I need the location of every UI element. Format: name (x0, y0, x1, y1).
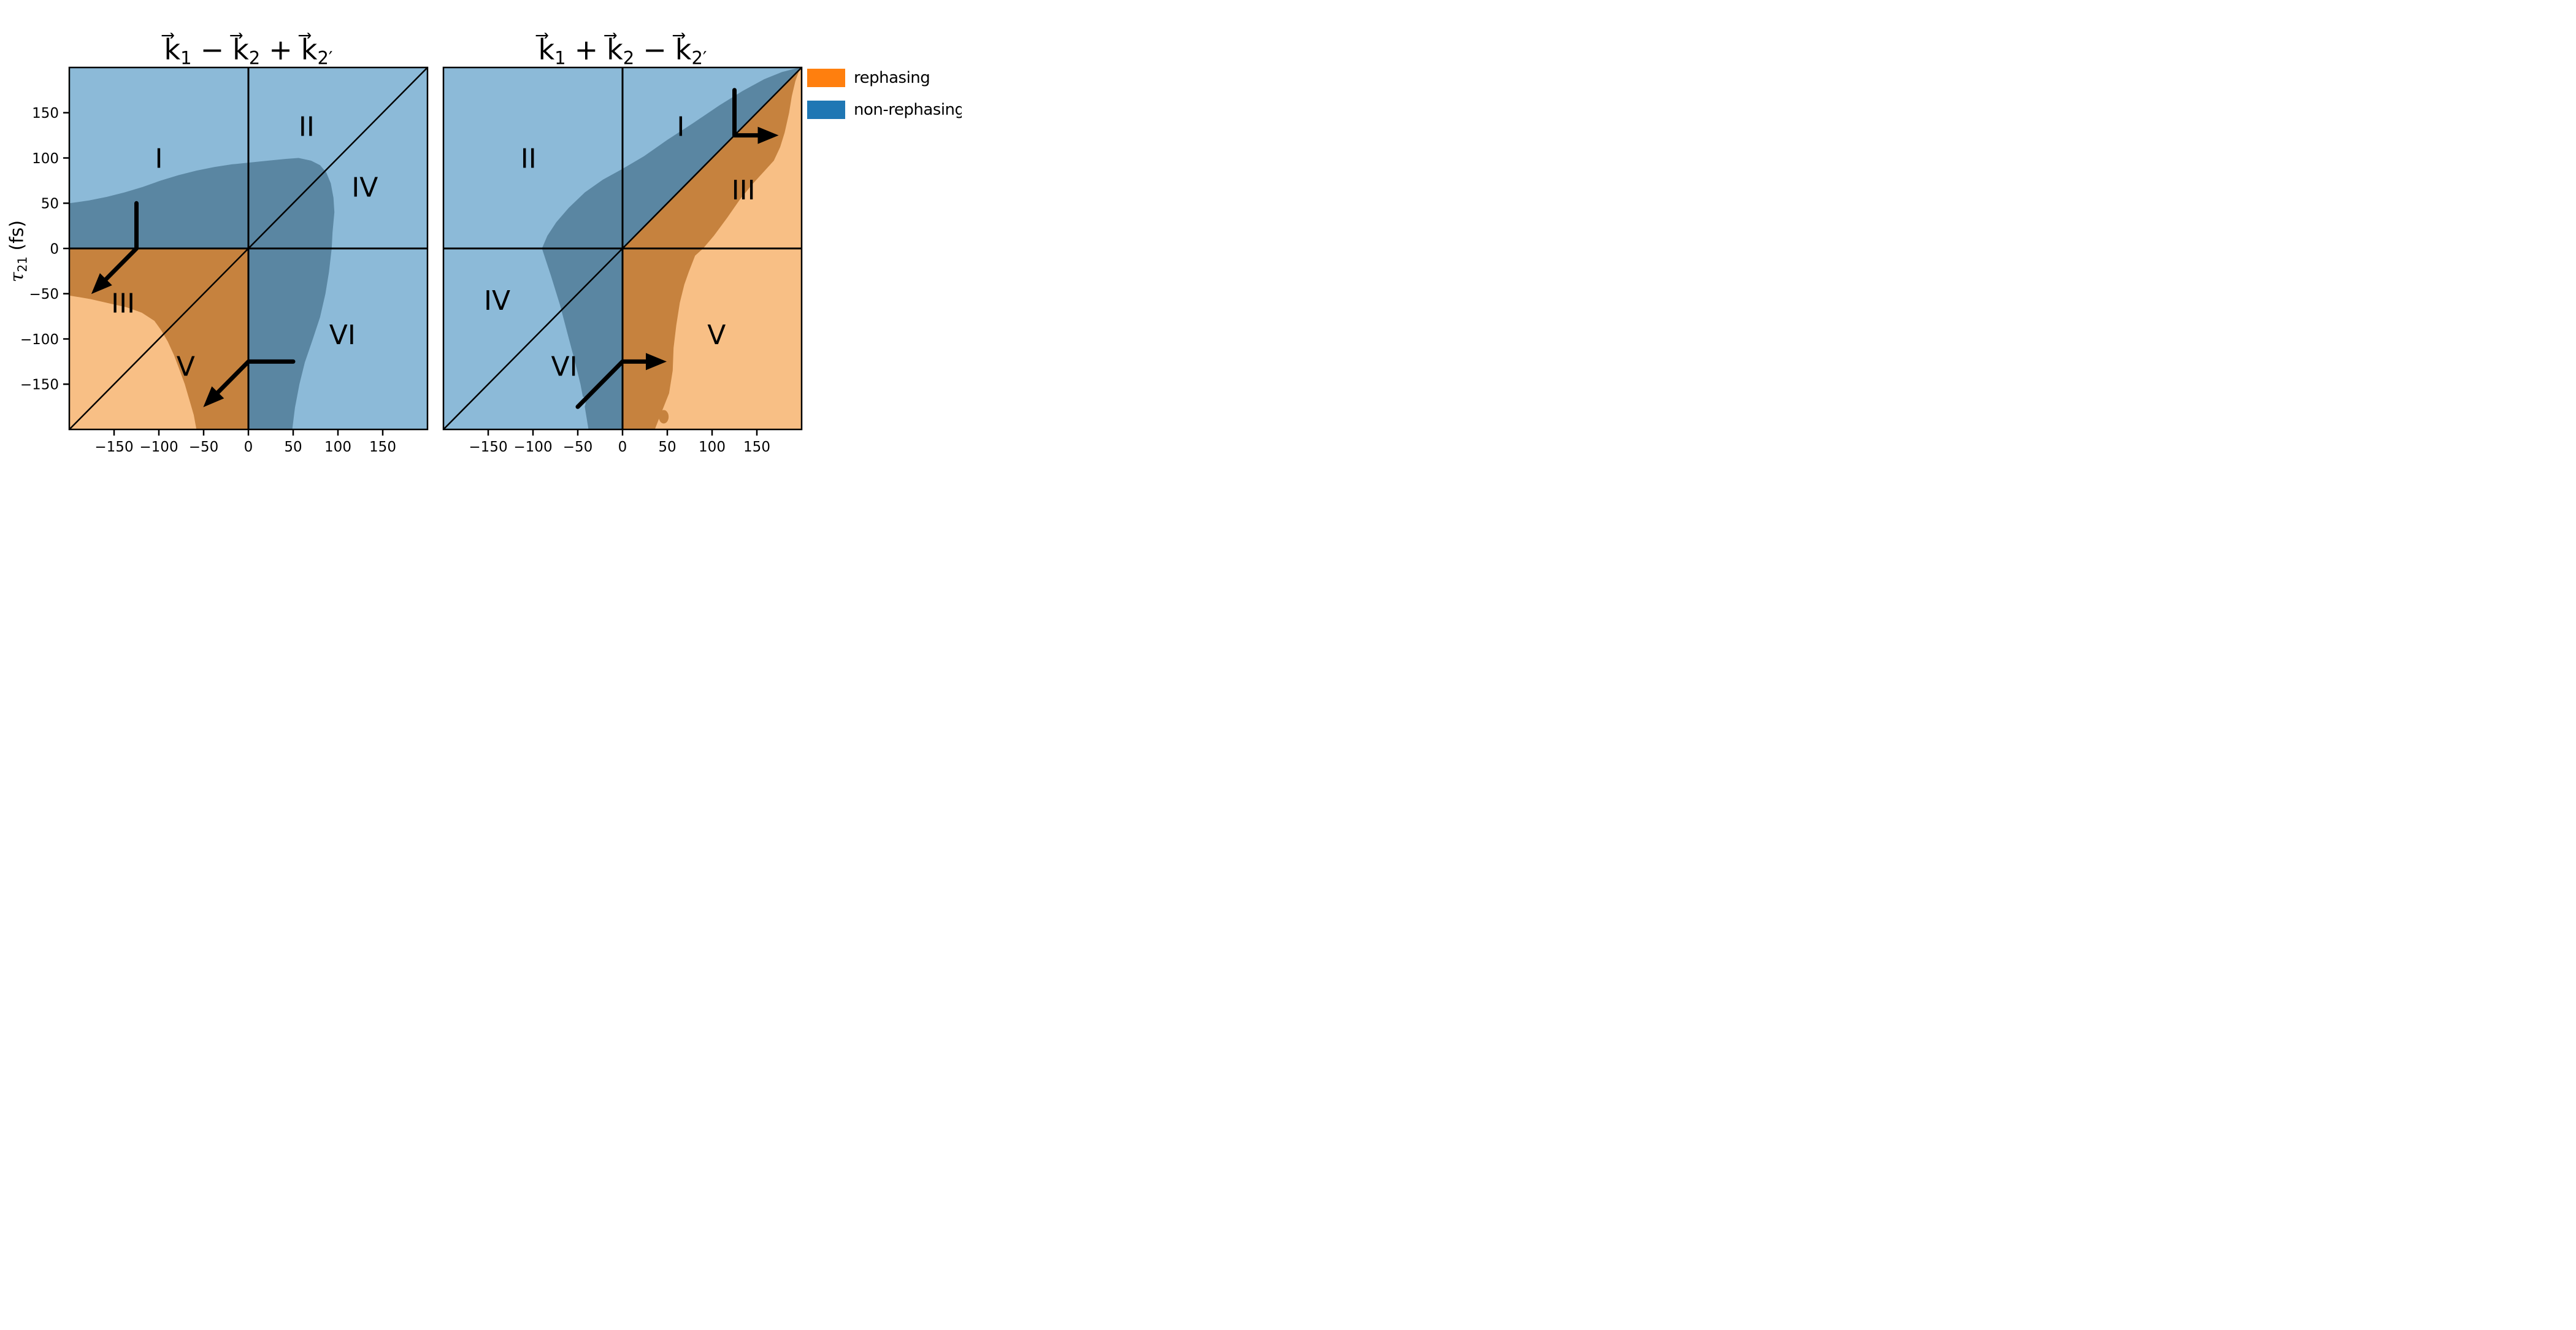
region-pulse-overlap-non-rephasing (542, 67, 802, 429)
k-vector-subscript: 2 (623, 47, 635, 69)
tau-subscript: 21 (15, 256, 30, 272)
plot-right-title: k⃗1 + k⃗2− k⃗2′ (443, 16, 802, 69)
k-vector-subscript: 2 (248, 47, 261, 69)
axis-unit: (fs) (6, 220, 28, 257)
y-tick-label: −100 (20, 332, 59, 348)
legend: rephasing non-rephasing (807, 69, 962, 133)
region-label-III: III (111, 288, 135, 319)
x-tick-label: −150 (94, 439, 133, 455)
k-vector-term: k⃗2′ (675, 33, 707, 69)
x-tick-label: −50 (189, 439, 219, 455)
legend-swatch-non-rephasing (807, 101, 845, 119)
x-tick-label: 150 (369, 439, 396, 455)
pulse-order-arrow-1-head (91, 273, 112, 294)
k-vector-term: k⃗1 (538, 33, 566, 69)
pulse-order-arrow-2-head (646, 353, 667, 371)
pulse-order-arrow-1-shaft (104, 201, 139, 282)
region-label-IV: IV (484, 285, 510, 317)
legend-label: non-rephasing (854, 101, 962, 119)
tau-symbol: τ (6, 272, 28, 283)
region-label-I: I (155, 143, 163, 174)
region-label-III: III (732, 175, 756, 206)
x-tick-label: −50 (563, 439, 593, 455)
x-tick-label: −100 (139, 439, 178, 455)
region-label-V: V (177, 352, 195, 383)
region-label-II: II (521, 143, 537, 174)
region-label-II: II (299, 112, 315, 143)
k-vector-term: k⃗2 (607, 33, 635, 69)
title-sign: − (200, 33, 224, 66)
region-label-I: I (677, 112, 684, 143)
plot-left: I II IV III V VI −150 −100 −50 0 50 100 150 150 100 50 0… (20, 66, 429, 455)
pulse-order-arrow-1-head (757, 126, 779, 144)
title-sign: − (643, 33, 667, 66)
y-tick-label: 100 (32, 151, 59, 167)
pulse-order-arrow-2-shaft (215, 359, 296, 394)
legend-label: rephasing (854, 69, 930, 87)
legend-row: rephasing (807, 69, 962, 87)
noise-island-orange (659, 410, 669, 424)
k-vector-term: k⃗2′ (301, 33, 333, 69)
k-vector-subscript: 1 (180, 47, 192, 69)
region-label-IV: IV (351, 172, 378, 204)
x-tick-label: 150 (743, 439, 770, 455)
x-tick-label: 100 (324, 439, 351, 455)
pulse-order-arrow-2-head (203, 386, 224, 407)
y-tick-label: 150 (32, 106, 59, 121)
pulse-order-arrow-1-shaft (732, 88, 760, 138)
title-sign: + (269, 33, 293, 66)
k-vector-subscript: 2′ (691, 47, 707, 69)
pulse-order-arrow-2-shaft (575, 359, 648, 409)
region-rephasing-outer (69, 295, 197, 429)
region-label-VI: VI (329, 320, 356, 351)
x-tick-label: 50 (284, 439, 302, 455)
x-tick-label: −100 (513, 439, 552, 455)
x-tick-label: 0 (244, 439, 253, 455)
legend-swatch-rephasing (807, 69, 845, 87)
y-tick-label: 50 (41, 196, 59, 212)
y-tick-label: −50 (29, 286, 59, 302)
y-tick-label: 0 (50, 241, 59, 257)
k-vector-subscript: 2′ (317, 47, 333, 69)
x-tick-label: −150 (469, 439, 507, 455)
x-tick-label: 100 (699, 439, 726, 455)
plot-left-title: k⃗1− k⃗2 + k⃗2′ (69, 16, 427, 69)
x-tick-label: 50 (658, 439, 676, 455)
y-axis-label: τ21 (fs) (6, 196, 30, 307)
legend-row: non-rephasing (807, 101, 962, 119)
region-label-V: V (707, 320, 726, 351)
title-sign: + (574, 33, 599, 66)
x-tick-label: 0 (618, 439, 627, 455)
region-label-VI: VI (551, 352, 578, 383)
figure-canvas: k⃗1− k⃗2 + k⃗2′ k⃗1 + k⃗2− k⃗2′ I II IV III V VI −15… (0, 0, 962, 497)
k-vector-term: k⃗2 (232, 33, 261, 69)
k-vector-term: k⃗1 (164, 33, 192, 69)
y-tick-label: −150 (20, 377, 59, 393)
k-vector-subscript: 1 (554, 47, 566, 69)
